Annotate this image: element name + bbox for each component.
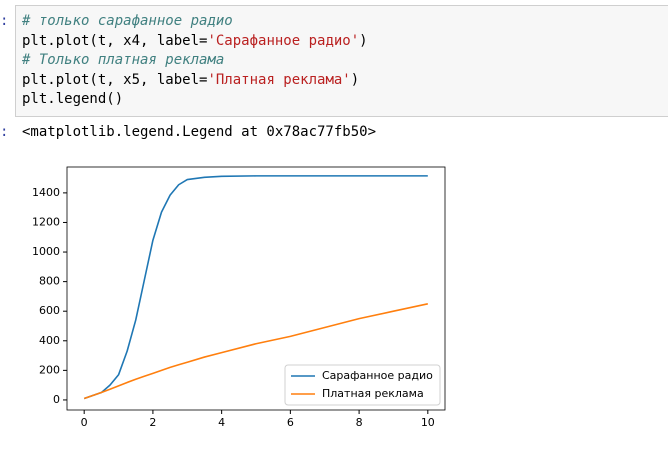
code-cell[interactable] xyxy=(15,5,668,117)
x-tick-label: 4 xyxy=(218,416,225,429)
line xyxy=(83,303,428,400)
output-text: <matplotlib.legend.Legend at 0x78ac77fb5… xyxy=(22,124,377,140)
string: 'Платная реклама' xyxy=(207,71,351,88)
y-tick-label: 200 xyxy=(39,363,60,376)
line xyxy=(83,175,428,400)
code-text: plt.plot(t, x5, label= xyxy=(22,71,208,88)
x-tick-label: 8 xyxy=(356,416,363,429)
code-text: ) xyxy=(359,32,368,49)
y-tick-label: 1000 xyxy=(32,245,60,258)
code-line: plt.legend() xyxy=(22,90,368,110)
code-line: # только сарафанное радио xyxy=(22,12,368,32)
legend-label: Платная реклама xyxy=(322,387,424,400)
string: 'Сарафанное радио' xyxy=(207,32,360,49)
y-tick-label: 0 xyxy=(53,393,60,406)
code-line: plt.plot(t, x5, label='Платная реклама') xyxy=(22,71,368,91)
legend xyxy=(284,364,441,406)
code-text: ) xyxy=(350,71,360,88)
code-text: plt.plot(t, x4, label= xyxy=(22,32,208,49)
x-tick-label: 2 xyxy=(149,416,156,429)
y-tick-label: 600 xyxy=(39,304,60,317)
y-tick-label: 400 xyxy=(39,334,60,347)
comment: # только сарафанное радио xyxy=(22,13,233,29)
x-tick-label: 10 xyxy=(421,416,435,429)
code-line: # Только платная реклама xyxy=(22,51,368,71)
code-line: plt.plot(t, x4, label='Сарафанное радио'… xyxy=(22,32,368,52)
comment: # Только платная реклама xyxy=(22,52,225,68)
x-tick-label: 0 xyxy=(81,416,88,429)
y-tick-label: 1200 xyxy=(32,215,60,228)
chart: 0 200 400 600 800 1000 1200 1400 0 2 4 6 8 10 Сарафанн… xyxy=(32,166,446,429)
prompt: : xyxy=(0,124,9,140)
y-tick-label: 800 xyxy=(39,275,60,288)
x-tick-label: 6 xyxy=(287,416,294,429)
code-text: plt.legend() xyxy=(22,91,124,107)
legend-label: Сарафанное радио xyxy=(322,369,433,382)
y-tick-label: 1400 xyxy=(32,186,60,199)
code: # только сарафанное радио plt.plot(t, x4,… xyxy=(22,12,368,110)
prompt: : xyxy=(0,13,9,29)
